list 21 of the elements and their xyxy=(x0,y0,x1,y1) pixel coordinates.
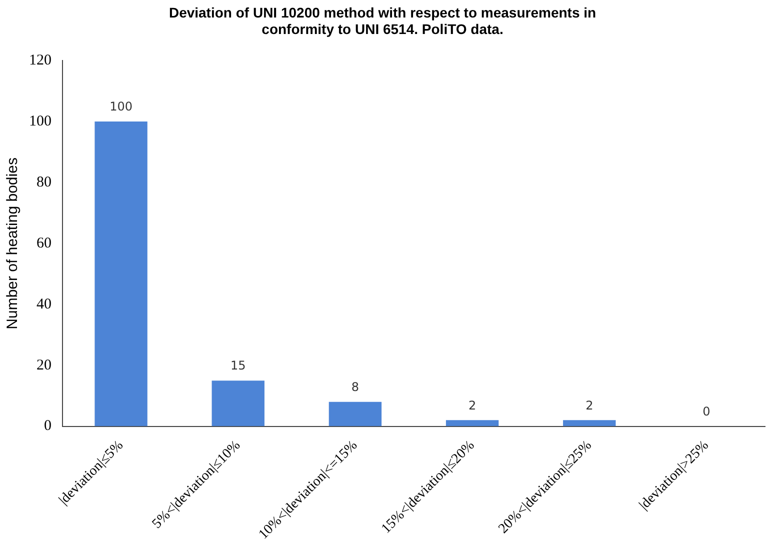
bar xyxy=(94,122,148,426)
data-label: 2 xyxy=(468,398,476,412)
bar xyxy=(212,380,264,426)
bar xyxy=(563,420,616,426)
data-label: 2 xyxy=(586,398,594,412)
bar xyxy=(446,420,499,426)
y-tick-label: 40 xyxy=(36,296,52,312)
y-tick-label: 0 xyxy=(44,418,52,434)
text: Deviation of UNI 10200 method with respect to measurements in xyxy=(168,4,596,20)
bar xyxy=(328,402,382,426)
y-tick-label: 20 xyxy=(36,357,52,374)
data-label: 100 xyxy=(110,100,132,114)
text: conformity to UNI 6514. PoliTO data. xyxy=(262,21,504,38)
data-label: 15 xyxy=(230,358,246,373)
y-tick-label: 120 xyxy=(29,52,52,69)
y-tick-label: 100 xyxy=(29,113,52,130)
y-tick-label: 80 xyxy=(36,174,52,190)
data-label: 0 xyxy=(702,404,710,418)
data-label: 8 xyxy=(351,380,360,394)
y-tick-label: 60 xyxy=(36,235,52,252)
y-axis-title: Number of heating bodies xyxy=(4,158,22,330)
